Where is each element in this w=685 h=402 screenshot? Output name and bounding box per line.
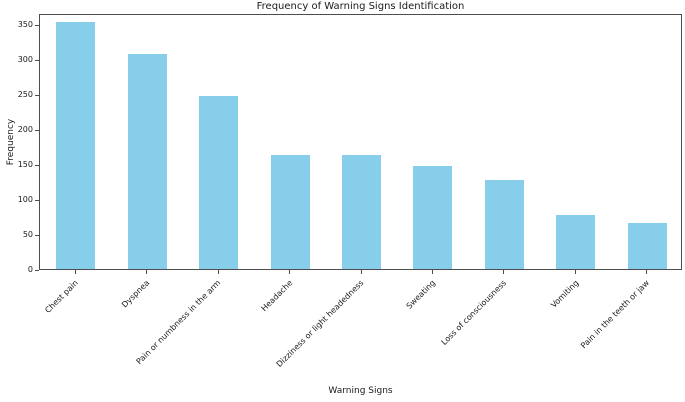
x-tick-label: Pain in the teeth or jaw	[579, 278, 652, 351]
bar-sweating	[413, 165, 453, 269]
y-tick-label: 0	[27, 265, 33, 274]
y-tick-mark	[35, 199, 39, 201]
chart-title: Frequency of Warning Signs Identificatio…	[256, 1, 465, 12]
y-tick-mark	[35, 24, 39, 26]
x-tick-mark	[646, 270, 648, 274]
x-tick-label: Sweating	[404, 278, 438, 311]
y-tick-label: 150	[17, 159, 33, 169]
x-tick-mark	[217, 270, 219, 274]
y-tick-mark	[35, 129, 39, 131]
x-tick-mark	[360, 270, 362, 274]
bar-loss-of-consciousness	[484, 179, 524, 269]
y-tick-mark	[35, 164, 39, 166]
y-tick-label: 300	[17, 54, 33, 64]
y-tick-label: 100	[17, 194, 33, 204]
bar-pain-in-the-teeth-or-jaw	[627, 223, 667, 269]
x-tick-label: Pain or numbness in the arm	[135, 278, 223, 367]
x-tick-label: Headache	[259, 278, 295, 314]
x-tick-label: Dyspnea	[120, 278, 152, 310]
plot-area	[39, 14, 682, 270]
y-tick-mark	[35, 270, 39, 271]
x-tick-label: Chest pain	[43, 278, 80, 315]
bar-pain-or-numbness-in-the-arm	[199, 96, 239, 269]
y-tick-label: 50	[22, 229, 33, 239]
bar-headache	[270, 154, 310, 269]
y-tick-mark	[35, 94, 39, 96]
x-tick-mark	[574, 270, 576, 274]
x-tick-label: Loss of consciousness	[440, 278, 509, 347]
bar-dizziness-or-light-headedness	[342, 154, 381, 269]
y-tick-label: 200	[17, 124, 33, 134]
x-axis-label: Warning Signs	[328, 386, 393, 396]
y-tick-mark	[35, 234, 39, 236]
x-tick-mark	[431, 270, 433, 274]
bar-chest-pain	[56, 22, 96, 269]
bar-dyspnea	[127, 54, 167, 269]
bar-vomiting	[556, 215, 596, 269]
x-tick-mark	[503, 270, 505, 274]
x-tick-mark	[289, 270, 291, 274]
x-tick-label: Dizziness or light headedness	[275, 278, 366, 369]
x-tick-label: Vomiting	[548, 278, 581, 310]
y-tick-label: 250	[17, 89, 33, 99]
x-tick-mark	[146, 270, 148, 274]
x-tick-mark	[74, 270, 76, 274]
y-tick-label: 350	[17, 19, 33, 29]
y-tick-mark	[35, 59, 39, 61]
